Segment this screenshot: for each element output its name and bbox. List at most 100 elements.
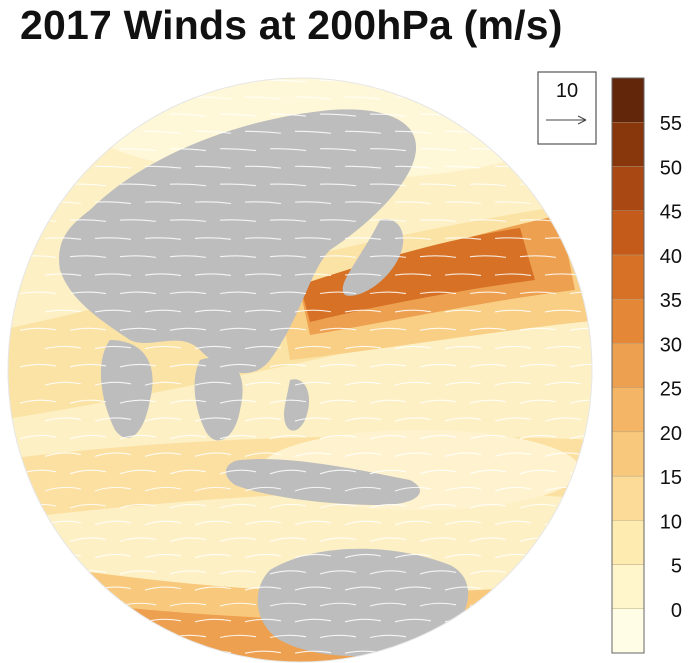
wind-vector [394,309,432,313]
wind-vector [419,537,457,542]
wind-vector [469,113,507,117]
wind-vector [344,553,382,559]
wind-vector [444,345,482,350]
wind-vector [294,486,332,492]
wind-vector [19,634,57,639]
wind-vector [544,417,582,422]
wind-vector [344,96,382,100]
wind-vector [119,399,157,404]
wind-vector [94,486,132,492]
wind-vector [244,381,282,386]
wind-vector [419,469,457,475]
wind-vector [219,469,257,475]
wind-vector [344,381,382,386]
colorbar-swatch [611,608,645,654]
wind-vector [394,381,432,386]
wind-vector [419,503,457,509]
wind-vector [444,201,482,205]
wind-vector [469,363,507,368]
wind-vector [519,363,557,368]
wind-vector [119,79,157,83]
wind-vector [294,553,332,559]
colorbar-swatch [611,431,645,477]
wind-vector [294,618,332,623]
wind-vector [419,634,457,639]
wind-vector [544,165,582,169]
wind-vector [369,469,407,475]
wind-vector [269,503,307,509]
wind-vector [244,96,282,100]
wind-vector [369,327,407,331]
wind-vector [469,469,507,475]
wind-vector [194,618,232,623]
wind-vector [44,345,82,350]
wind-vector [444,586,482,591]
wind-vector [494,520,532,526]
colorbar-tick-label: 35 [660,290,682,312]
wind-vector [119,183,157,187]
wind-vector [19,79,57,83]
wind-vector [44,273,82,277]
wind-vector [369,148,407,152]
wind-vector [69,113,107,117]
wind-vector [144,345,182,350]
wind-vector [319,291,357,295]
wind-vector [369,183,407,187]
wind-vector [494,96,532,100]
wind-vector [469,327,507,331]
wind-vector [194,165,232,169]
wind-vector [519,602,557,607]
wind-vector [244,165,282,169]
wind-vector [319,602,357,607]
wind-vector [494,381,532,386]
globe[interactable] [0,40,631,663]
wind-vector [569,634,592,639]
wind-vector [394,345,432,350]
wind-vector [244,130,282,134]
wind-vector [119,570,157,575]
wind-vector [394,650,432,654]
wind-vector [344,452,382,457]
wind-vector [494,586,532,591]
wind-vector [169,291,207,295]
wind-vector [269,79,307,83]
wind-vector [94,381,132,386]
wind-vector [444,486,482,492]
wind-vector [269,634,307,639]
wind-vector [69,291,107,295]
wind-vector [44,381,82,386]
wind-vector [444,650,482,654]
wind-vector [469,79,507,83]
wind-vector [19,291,57,295]
wind-vector [94,201,132,205]
wind-vector [419,570,457,575]
wind-vector [44,309,82,313]
wind-vector [469,399,507,404]
wind-vector [394,201,432,205]
wind-vector [169,255,207,258]
wind-vector [344,309,382,313]
wind-vector [569,363,592,368]
wind-vector [94,345,132,350]
wind-vector [69,503,107,509]
wind-vector [144,520,182,526]
wind-vector [219,327,257,331]
wind-vector [394,130,432,134]
colorbar-swatch [611,210,645,256]
wind-vector [269,363,307,368]
wind-vector [144,486,182,492]
wind-vector [544,650,582,654]
colorbar-tick-label: 20 [660,423,682,445]
wind-vector [219,148,257,152]
wind-vector [569,327,592,331]
wind-vector [244,486,282,492]
colorbar-tick-label: 30 [660,334,682,356]
wind-vector [494,618,532,623]
wind-vector [394,618,432,623]
wind-vector [94,417,132,422]
colorbar-swatch [611,254,645,300]
wind-vector [544,520,582,526]
wind-vector [494,345,532,350]
wind-vector [444,273,482,277]
